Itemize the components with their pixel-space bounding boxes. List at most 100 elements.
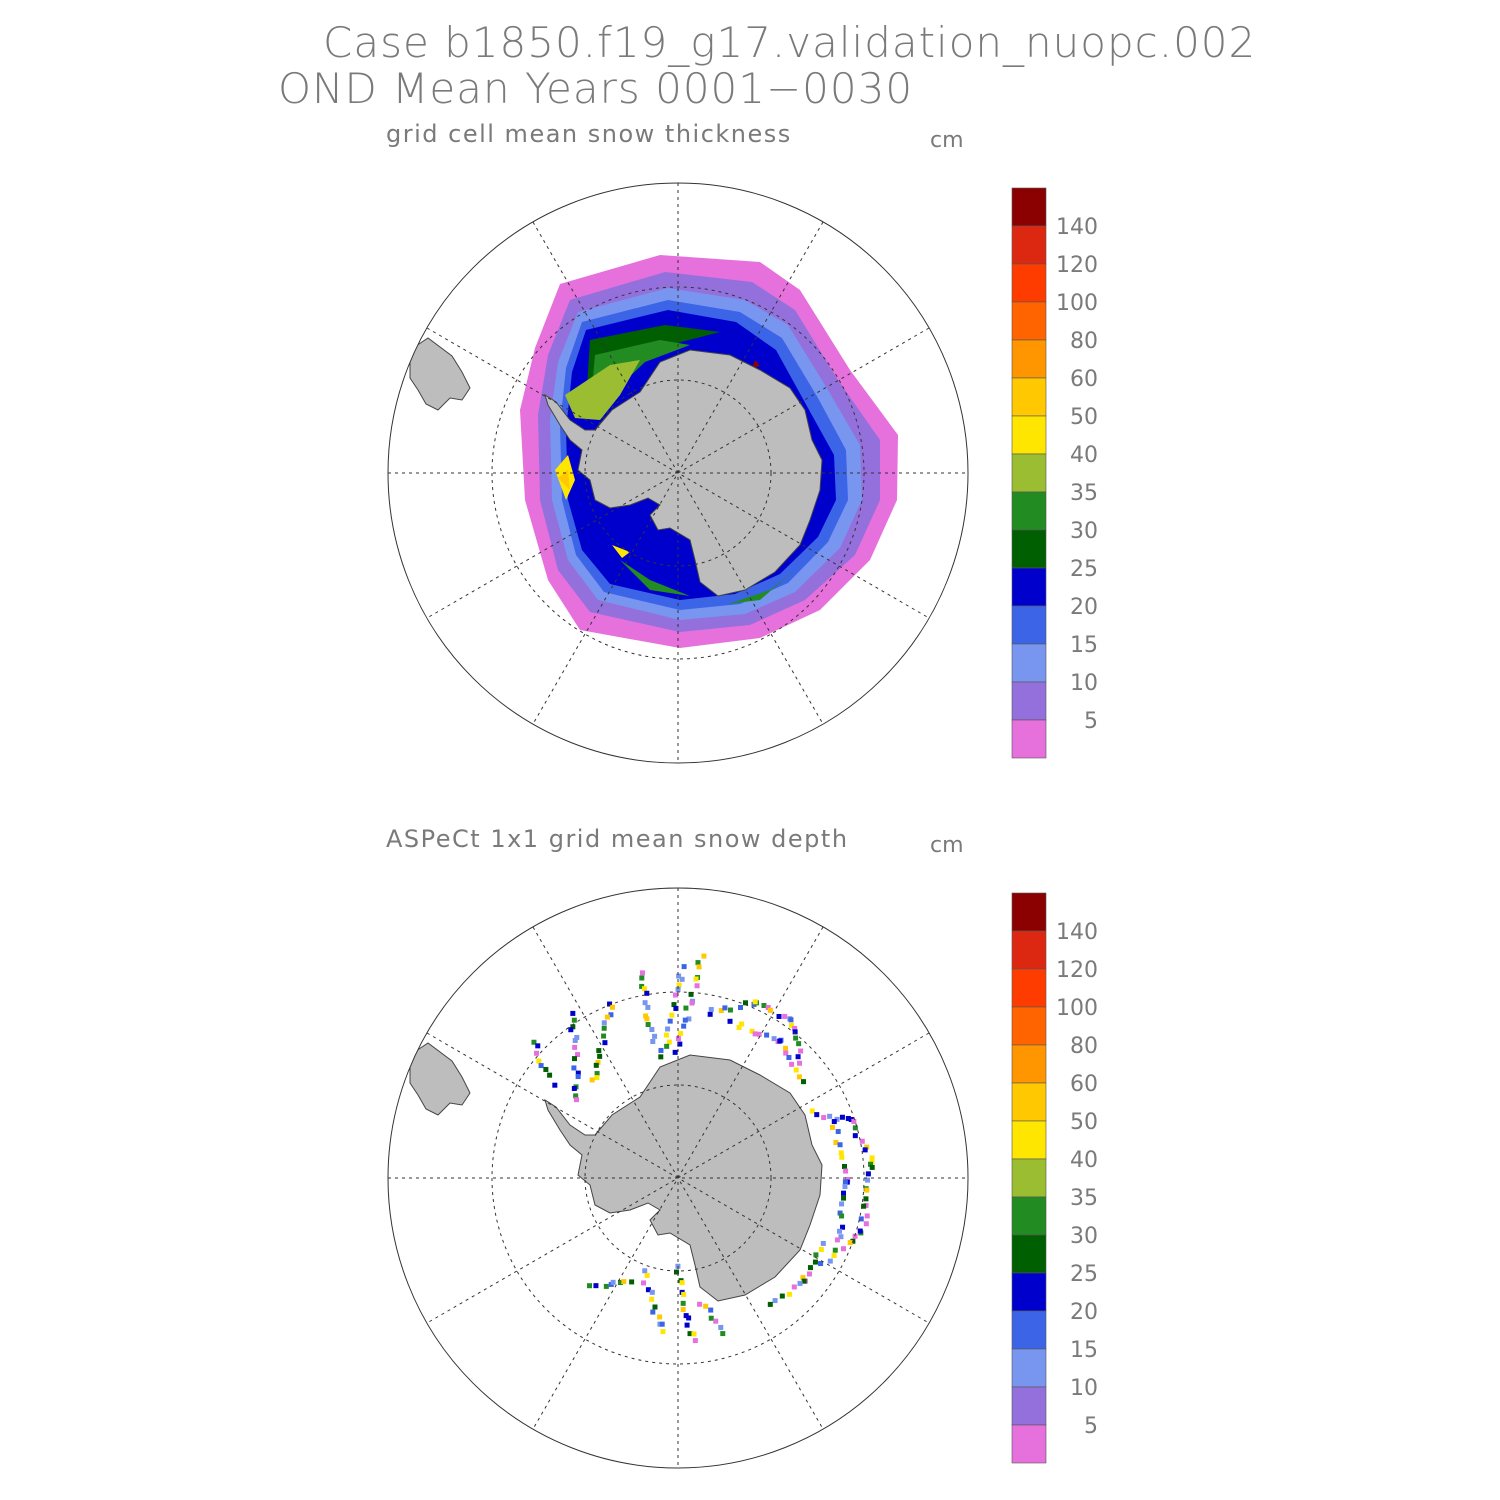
observation-cell [779, 1293, 785, 1299]
colorbar-label: 50 [1070, 405, 1098, 430]
observation-cell [771, 1036, 777, 1042]
observation-cell [869, 1155, 875, 1161]
observation-cell [839, 1114, 845, 1120]
observation-cell [604, 1014, 610, 1020]
observation-cell [801, 1079, 807, 1085]
colorbar-label: 120 [1056, 958, 1098, 983]
observation-cell [837, 1142, 843, 1148]
observation-cell [610, 1004, 616, 1010]
colorbar-swatch [1011, 1082, 1047, 1122]
observation-cell [783, 1045, 789, 1051]
observation-cell [800, 1275, 806, 1281]
observation-cell [842, 1164, 848, 1170]
observation-cell [642, 1000, 648, 1006]
observation-cell [801, 1278, 807, 1284]
colorbar-swatch [1011, 892, 1047, 932]
colorbar-swatch [1011, 930, 1047, 970]
observation-cell [858, 1216, 864, 1222]
observation-cell [593, 1283, 599, 1289]
colorbar-swatch [1011, 187, 1047, 227]
observation-cell [597, 1053, 603, 1059]
observation-cell [864, 1144, 870, 1150]
colorbar-swatch [1011, 339, 1047, 379]
observation-cell [603, 1283, 609, 1289]
colorbar-label: 140 [1056, 215, 1098, 240]
observation-cell [639, 983, 645, 989]
colorbar-panel2: 140 120 100 80 60 50 40 35 30 25 20 15 10 5 [1011, 892, 1098, 1464]
observation-cell [607, 1001, 613, 1007]
colorbar-swatch [1011, 453, 1047, 493]
observation-cell [839, 1154, 845, 1160]
observation-cell [727, 1018, 733, 1024]
observation-cell [708, 1007, 714, 1013]
observation-cell [575, 1070, 581, 1076]
observation-cell [868, 1161, 874, 1167]
colorbar-swatch [1011, 1272, 1047, 1312]
observation-cell [639, 970, 645, 976]
observation-cell [864, 1187, 870, 1193]
observation-cell [669, 1012, 675, 1018]
observation-cell [788, 1017, 794, 1023]
observation-cell [538, 1063, 544, 1069]
observation-cell [672, 1049, 678, 1055]
observation-cell [689, 1000, 695, 1006]
observation-cell [572, 1044, 578, 1050]
observation-cell [869, 1164, 875, 1170]
observation-cell [727, 1007, 733, 1013]
observation-cell [571, 1085, 577, 1091]
aspect-snow-map [387, 887, 969, 1469]
observation-cell [594, 1071, 600, 1077]
observation-cell [756, 1031, 762, 1037]
observation-cell [842, 1179, 848, 1185]
colorbar-swatch [1011, 377, 1047, 417]
observation-cell [543, 1066, 549, 1072]
observation-cell [786, 1055, 792, 1061]
observation-cell [641, 1280, 647, 1286]
observation-cell [829, 1124, 835, 1130]
colorbar-swatch [1011, 491, 1047, 531]
south-america-land [409, 337, 471, 411]
observation-cell [795, 1054, 801, 1060]
colorbar-swatch [1011, 681, 1047, 721]
colorbar-swatch [1011, 529, 1047, 569]
panel2-title: ASPeCt 1x1 grid mean snow depth [386, 825, 849, 853]
colorbar-label: 15 [1070, 1338, 1098, 1363]
observation-cell [571, 1017, 577, 1023]
panel1-title: grid cell mean snow thickness [386, 120, 792, 148]
observation-cell [652, 1304, 658, 1310]
observation-cell [691, 1331, 697, 1337]
observation-cell [718, 1008, 724, 1014]
observation-cell [736, 1024, 742, 1030]
observation-cell [837, 1210, 843, 1216]
observation-cell [621, 1279, 627, 1285]
observation-cell [667, 1018, 673, 1024]
observation-cell [608, 1012, 614, 1018]
observation-cell [570, 1010, 576, 1016]
observation-cell [859, 1138, 865, 1144]
observation-cell [722, 1005, 728, 1011]
observation-cell [642, 1268, 648, 1274]
colorbar-swatch [1011, 263, 1047, 303]
observation-cell [797, 1280, 803, 1286]
observation-cell [809, 1108, 815, 1114]
observation-cell [692, 1338, 698, 1344]
colorbar-label: 60 [1070, 1072, 1098, 1097]
observation-cell [644, 990, 650, 996]
observation-cell [571, 1065, 577, 1071]
observation-cell [864, 1213, 870, 1219]
colorbar-panel1: 140 120 100 80 60 50 40 35 30 25 20 15 10 5 [1011, 187, 1098, 759]
observation-cell [713, 1318, 719, 1324]
observation-cell [845, 1115, 851, 1121]
map1-graticule [387, 182, 969, 764]
observation-cell [683, 1005, 689, 1011]
observation-cell [686, 1016, 692, 1022]
observation-cell [676, 973, 682, 979]
observation-cell [574, 1034, 580, 1040]
observation-cell [693, 976, 699, 982]
observation-cell [601, 1020, 607, 1026]
colorbar-label: 30 [1070, 1224, 1098, 1249]
colorbar-label: 140 [1056, 920, 1098, 945]
observation-cell [596, 1048, 602, 1054]
ice-band-30cm [585, 325, 720, 420]
observation-cell [798, 1048, 804, 1054]
